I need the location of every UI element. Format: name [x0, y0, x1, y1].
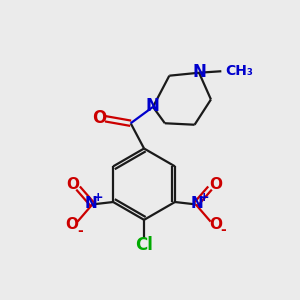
Text: -: - [78, 224, 83, 238]
Text: N: N [85, 196, 97, 211]
Text: +: + [199, 191, 209, 204]
Text: Cl: Cl [135, 236, 153, 253]
Text: N: N [191, 196, 204, 211]
Text: N: N [193, 63, 207, 81]
Text: O: O [66, 177, 79, 192]
Text: +: + [92, 191, 103, 204]
Text: -: - [220, 223, 226, 237]
Text: CH₃: CH₃ [225, 64, 253, 78]
Text: O: O [209, 217, 223, 232]
Text: N: N [146, 97, 159, 115]
Text: O: O [92, 109, 106, 127]
Text: O: O [209, 177, 222, 192]
Text: O: O [66, 217, 79, 232]
